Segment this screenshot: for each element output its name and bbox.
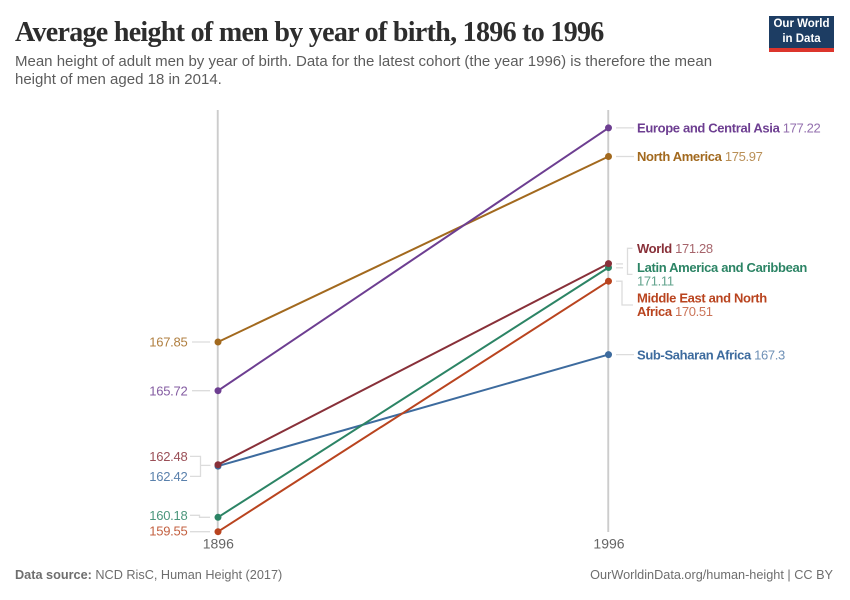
svg-text:167.85: 167.85 <box>149 335 187 350</box>
svg-text:159.55: 159.55 <box>149 524 187 539</box>
svg-text:Latin America and Caribbean: Latin America and Caribbean <box>637 260 807 275</box>
svg-text:1896: 1896 <box>203 536 234 552</box>
svg-text:Sub-Saharan Africa 167.3: Sub-Saharan Africa 167.3 <box>637 347 785 362</box>
svg-text:165.72: 165.72 <box>149 383 187 398</box>
svg-text:Middle East and North: Middle East and North <box>637 291 767 306</box>
svg-text:Europe and Central Asia 177.22: Europe and Central Asia 177.22 <box>637 121 821 136</box>
svg-text:162.48: 162.48 <box>149 449 187 464</box>
svg-text:160.18: 160.18 <box>149 508 187 523</box>
svg-text:171.11: 171.11 <box>637 274 674 289</box>
svg-text:1996: 1996 <box>593 536 624 552</box>
svg-text:Africa 170.51: Africa 170.51 <box>637 304 713 319</box>
svg-text:World 171.28: World 171.28 <box>637 241 713 256</box>
svg-text:162.42: 162.42 <box>149 469 187 484</box>
svg-text:North America 175.97: North America 175.97 <box>637 149 763 164</box>
